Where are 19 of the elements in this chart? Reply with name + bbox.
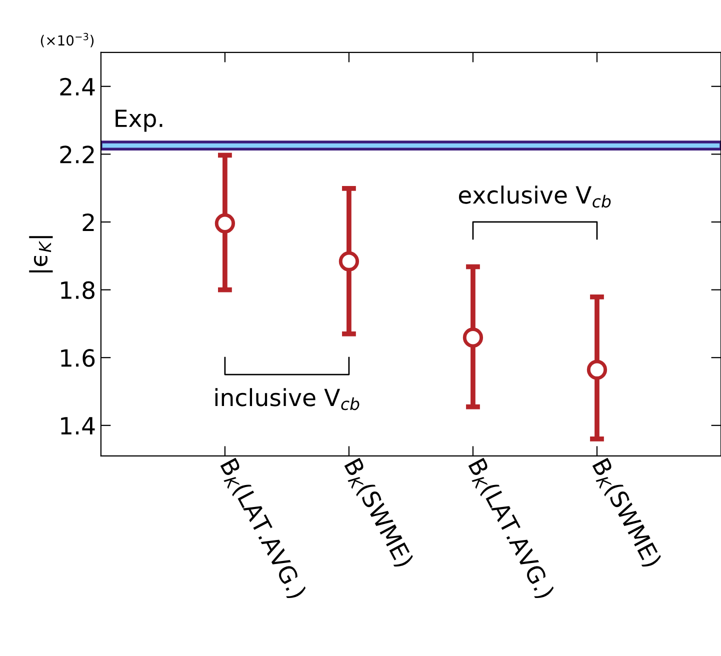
text: (×10$^{−3}$): [40, 32, 94, 48]
annotation: exclusive V$_{cb}$: [458, 186, 611, 208]
x-tick-label: B$_{K}$(SWME): [340, 457, 414, 570]
point: [586, 360, 608, 380]
y-tick-label: 1.6: [61, 349, 95, 367]
annotation: inclusive V$_{cb}$: [215, 388, 360, 410]
y-tick-label: 2.4: [60, 78, 95, 96]
band-label: Exp.: [116, 110, 162, 132]
x-tick-label: B$_{K}$(SWME): [588, 457, 662, 570]
y-axis-title: |ϵ$_{K}$|: [29, 236, 53, 272]
y-tick-label: 1.8: [61, 281, 94, 300]
x-tick-label: B$_{K}$(LAT.AVG.): [216, 457, 308, 602]
point: [338, 251, 360, 272]
point: [214, 213, 236, 234]
y-tick-label: 1.4: [61, 417, 95, 434]
point: [462, 328, 484, 348]
y-tick-label: 2.2: [60, 146, 94, 164]
y-tick-label: 2: [82, 213, 94, 231]
x-tick-label: B$_{K}$(LAT.AVG.): [464, 457, 556, 602]
